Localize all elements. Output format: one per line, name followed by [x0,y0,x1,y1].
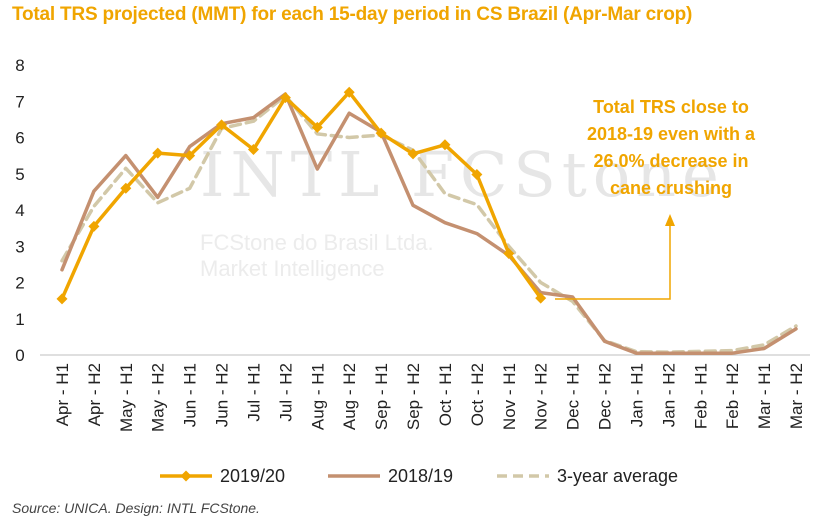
x-tick-label: Aug - H1 [308,363,327,430]
series-line-0 [60,90,543,301]
x-tick-label: Mar - H2 [787,363,806,429]
x-tick-label: Jan - H1 [627,363,646,427]
annotation-line-2: 2018-19 even with a [587,124,756,144]
source-note: Source: UNICA. Design: INTL FCStone. [12,500,260,516]
x-tick-label: Dec - H1 [564,363,583,430]
data-point-marker [503,248,515,259]
data-point-marker [375,127,387,139]
y-tick-label: 7 [15,92,24,111]
x-tick-label: Jun - H2 [213,363,232,427]
legend-label-2: 3-year average [557,466,678,486]
x-tick-label: Mar - H1 [755,363,774,429]
watermark-line1: FCStone do Brasil Ltda. [200,230,434,255]
y-tick-label: 8 [15,56,24,75]
x-tick-label: Nov - H2 [532,363,551,430]
data-point-marker [311,121,323,133]
axes: 0 1 2 3 4 5 6 7 8 Apr - H1 Apr - H2 May - H1 May - H… [15,56,810,432]
x-tick-label: Dec - H2 [596,363,615,430]
x-tick-label: Oct - H1 [436,363,455,426]
legend-marker [180,470,192,482]
x-tick-label: Feb - H1 [691,363,710,429]
legend: 2019/20 2018/19 3-year average [160,466,678,486]
series-layer [56,86,798,355]
x-tick-label: Apr - H2 [85,363,104,426]
watermark-line2: Market Intelligence [200,256,385,281]
x-tick-label: Jan - H2 [659,363,678,427]
annotation-line-1: Total TRS close to [593,97,749,117]
data-point-marker [88,220,100,232]
watermark-logo: INTL FCStone [200,138,725,211]
y-tick-label: 3 [15,237,24,256]
x-tick-label: Jul - H1 [244,363,263,422]
watermark: INTL FCStone FCStone do Brasil Ltda. Mar… [200,138,725,281]
annotation: Total TRS close to 2018-19 even with a 2… [555,97,756,300]
annotation-arrowhead [665,214,675,226]
annotation-line-4: cane crushing [610,178,732,198]
y-tick-label: 5 [15,165,24,184]
y-tick-label: 6 [15,129,24,148]
data-point-marker [407,148,419,160]
x-tick-label: Jul - H2 [276,363,295,422]
data-point-marker [216,119,228,131]
data-point-marker [279,92,291,104]
x-tick-label: Feb - H2 [723,363,742,429]
data-point-marker [184,150,196,162]
x-tick-label: May - H2 [149,363,168,432]
x-tick-label: Aug - H2 [340,363,359,430]
data-point-marker [439,139,451,151]
x-tick-label: Apr - H1 [53,363,72,426]
y-tick-label: 2 [15,274,24,293]
data-point-marker [56,293,68,305]
data-point-marker [471,168,483,180]
annotation-arrow [555,224,671,300]
y-tick-label: 4 [15,201,24,220]
x-tick-label: Sep - H1 [372,363,391,430]
data-point-marker [120,182,132,194]
annotation-line-3: 26.0% decrease in [593,151,748,171]
x-tick-label: Jun - H1 [181,363,200,427]
data-point-marker [247,143,259,155]
data-point-marker [152,147,164,159]
legend-label-0: 2019/20 [220,466,285,486]
x-tick-label: May - H1 [117,363,136,432]
legend-label-1: 2018/19 [388,466,453,486]
x-tick-label: Sep - H2 [404,363,423,430]
data-point-marker [343,86,355,98]
y-tick-label: 1 [15,310,24,329]
x-tick-label: Oct - H2 [468,363,487,426]
x-tick-label: Nov - H1 [500,363,519,430]
data-point-marker [535,292,547,304]
y-tick-label: 0 [15,346,24,365]
chart-title: Total TRS projected (MMT) for each 15-da… [12,4,693,25]
